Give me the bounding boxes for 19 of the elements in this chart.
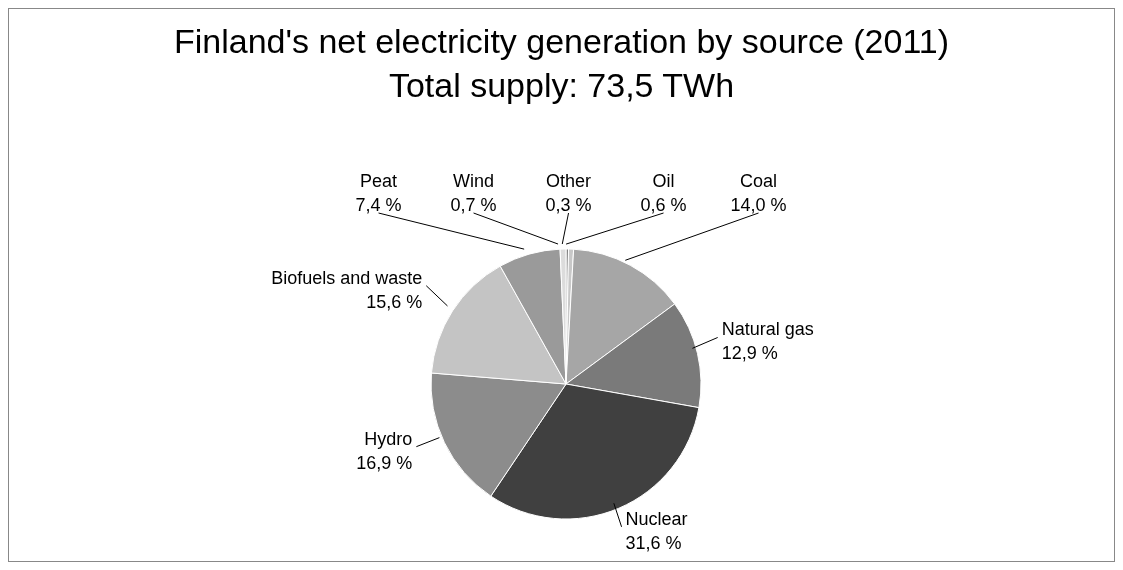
data-label: 16,9 %: [356, 452, 413, 473]
data-label: 31,6 %: [625, 532, 682, 553]
data-label: 15,6 %: [366, 291, 423, 312]
slice-label: Peat: [360, 171, 398, 191]
data-label: 0,3 %: [545, 195, 592, 215]
slice-label: Biofuels and waste: [271, 267, 423, 288]
data-label: 14,0 %: [730, 195, 787, 215]
slice-label: Wind: [453, 171, 495, 191]
slice-label: Hydro: [364, 428, 413, 449]
data-label: 0,7 %: [450, 195, 497, 215]
data-label: 12,9 %: [721, 343, 778, 364]
data-label: 7,4 %: [355, 195, 402, 215]
slice-label: Nuclear: [625, 508, 688, 529]
data-label: 0,6 %: [640, 195, 687, 215]
chart-title: Finland's net electricity generation by source (2011) Total supply: 73,5 TWh: [172, 21, 950, 106]
slice-label: Coal: [740, 171, 778, 191]
slice-label: Oil: [652, 171, 675, 191]
slice-label: Natural gas: [721, 319, 814, 340]
slice-label: Other: [546, 171, 592, 191]
